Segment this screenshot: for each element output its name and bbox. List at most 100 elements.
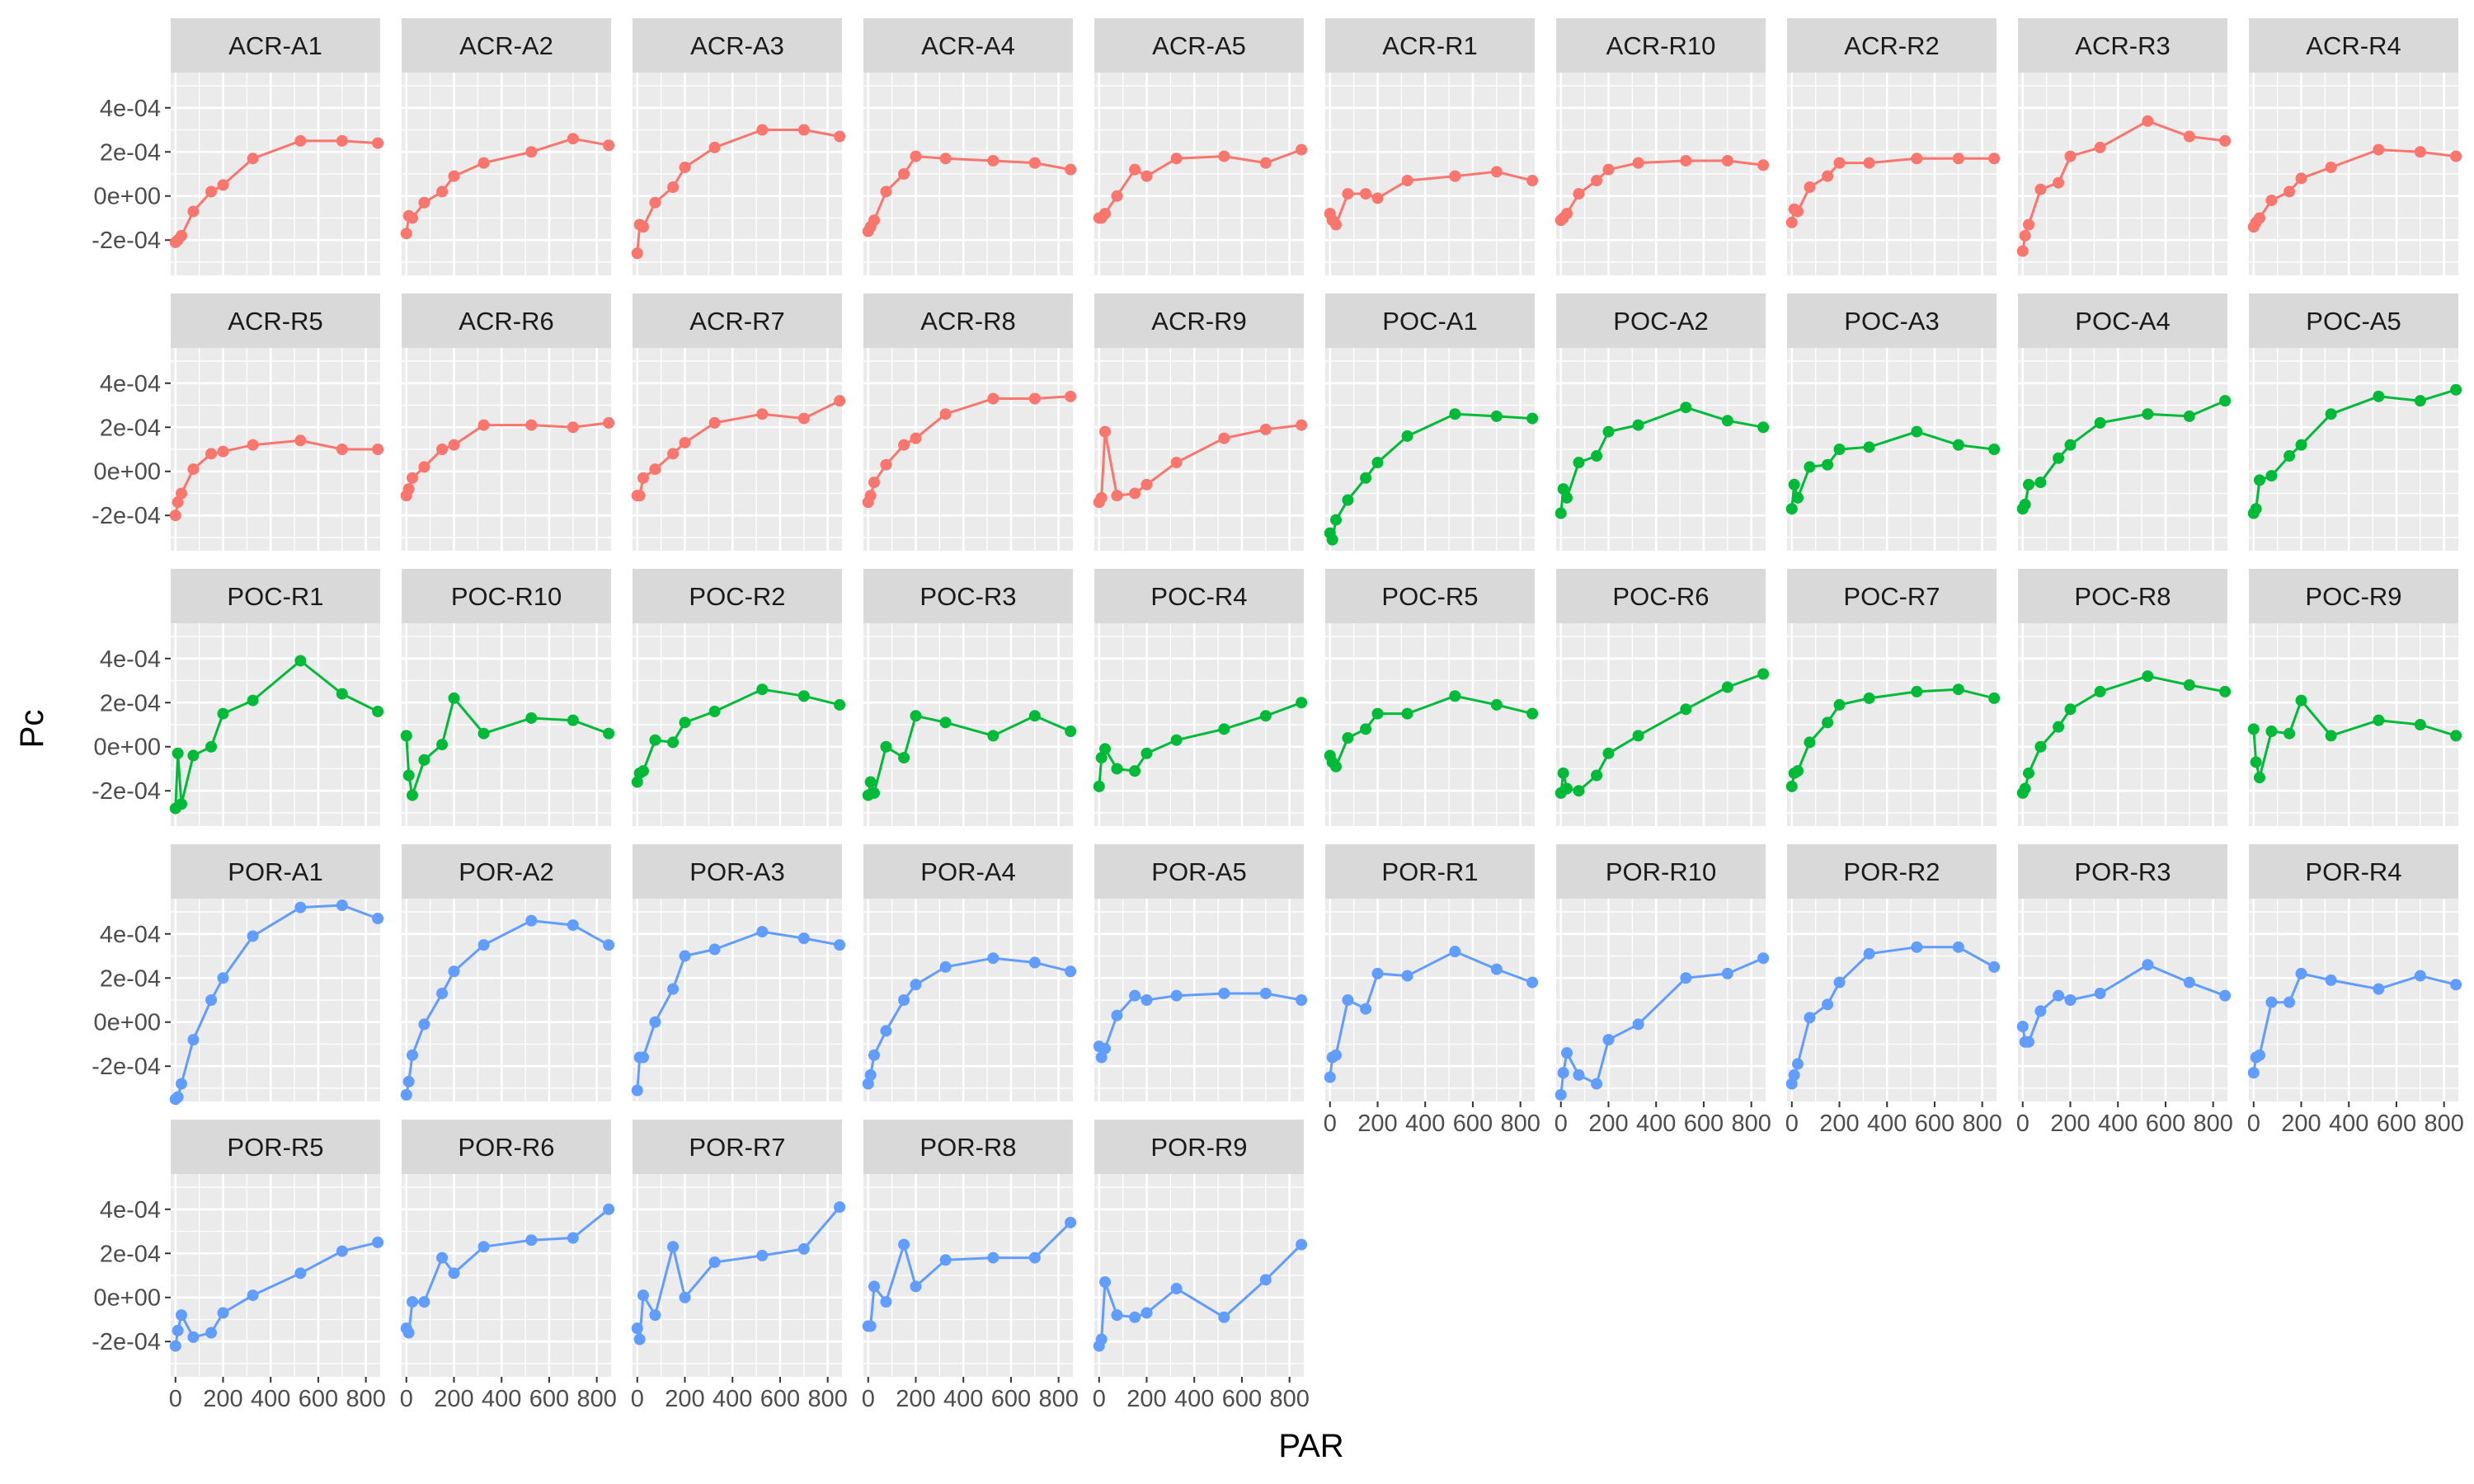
data-point [1218,1311,1230,1323]
data-point [448,692,460,704]
facet-panel: ACR-A1 -2e-04 0e+00 2e-04 4e-04 [92,18,384,275]
data-point [1141,1307,1153,1319]
data-point [1329,1049,1342,1061]
data-point [2373,143,2385,156]
data-point [2450,150,2462,162]
x-tick-label: 0 [2247,1111,2260,1137]
data-point [1028,392,1041,405]
facet-strip-label: POC-A4 [2075,307,2170,336]
data-point [217,707,229,720]
facet-strip-label: POR-A4 [920,857,1015,886]
data-point [1342,188,1354,200]
y-tick-label: 2e-04 [100,139,161,166]
data-point [406,212,418,224]
data-point [1560,782,1573,795]
facet-strip-label: ACR-R7 [689,307,784,336]
facet-panel: POC-R6 [1554,569,1770,826]
data-point [1804,736,1816,749]
x-tick-label: 0 [862,1386,875,1412]
facet-strip [633,569,842,623]
data-point [217,1307,229,1319]
facet-strip [402,844,611,899]
data-point [1785,1078,1798,1090]
data-point [187,749,200,762]
x-tick-label: 0 [1554,1111,1568,1137]
x-tick-label: 400 [1636,1111,1676,1137]
facet-strip-label: POC-R2 [689,582,785,611]
y-tick-label: 4e-04 [100,1197,161,1223]
facet-strip [402,569,611,623]
facet-strip-label: POR-R10 [1606,857,1716,886]
y-tick-label: 0e+00 [94,459,161,486]
data-point [1360,472,1372,484]
data-point [864,1320,877,1332]
data-point [910,1280,922,1293]
y-tick-label: -2e-04 [92,1329,161,1355]
data-point [637,221,649,233]
facet-strip-label: POR-R6 [458,1133,554,1162]
data-point [1111,1309,1123,1322]
data-point [400,730,412,742]
data-point [2253,212,2265,224]
data-point [400,1088,412,1101]
facet-panel: POC-A3 [1785,294,2001,551]
facet-strip [2249,569,2458,623]
data-point [1490,410,1503,422]
data-point [1098,743,1111,755]
data-point [1721,415,1733,427]
facet-panel: ACR-R5 -2e-04 0e+00 2e-04 4e-04 [92,294,384,551]
data-point [2034,1005,2047,1017]
x-tick-label: 400 [2098,1111,2138,1137]
data-point [2295,439,2307,451]
data-point [2183,130,2195,143]
data-point [2142,408,2154,420]
data-point [372,444,384,455]
data-point [1141,478,1153,491]
x-tick-label: 800 [576,1386,616,1412]
data-point [294,134,307,147]
data-point [1449,690,1461,702]
facet-panel: POC-A2 [1554,294,1770,551]
data-point [880,458,892,471]
facet-panel: POR-A5 [1093,844,1308,1101]
facet-strip-label: POR-R9 [1150,1133,1247,1162]
data-point [1141,747,1153,759]
data-point [2250,503,2262,515]
data-point [797,124,810,136]
data-point [336,688,348,700]
x-tick-label: 800 [2424,1111,2463,1137]
x-tick-label: 200 [1819,1111,1859,1137]
data-point [910,979,922,991]
data-point [1573,188,1585,200]
data-point [679,436,691,448]
data-point [2450,979,2462,991]
facet-strip-label: ACR-R10 [1606,31,1716,60]
x-tick-label: 600 [991,1386,1031,1412]
data-point [2253,474,2265,486]
series-line [1790,430,1995,510]
series-line [2021,674,2226,794]
facet-strip [633,1120,842,1174]
data-point [2019,498,2031,510]
data-point [2053,452,2065,464]
data-point [1833,698,1846,711]
data-point [756,926,769,938]
x-tick-label: 200 [665,1386,704,1412]
data-point [1170,1283,1183,1295]
data-point [2019,229,2031,242]
data-point [633,1333,646,1345]
data-point [910,432,922,444]
data-point [477,157,490,169]
facet-panel: ACR-A5 [1093,18,1308,275]
facet-panel: ACR-A2 [400,18,615,275]
facet-strip [1094,294,1304,348]
facet-strip [1094,1120,1304,1174]
series-line [405,697,609,797]
facet-strip-label: ACR-A2 [459,31,553,60]
data-point [1804,1012,1816,1024]
data-point [1788,1068,1800,1081]
facet-panel: POC-A4 [2016,294,2232,551]
data-point [834,130,846,143]
data-point [2450,730,2462,742]
facet-panel: POR-A4 [862,844,1077,1101]
